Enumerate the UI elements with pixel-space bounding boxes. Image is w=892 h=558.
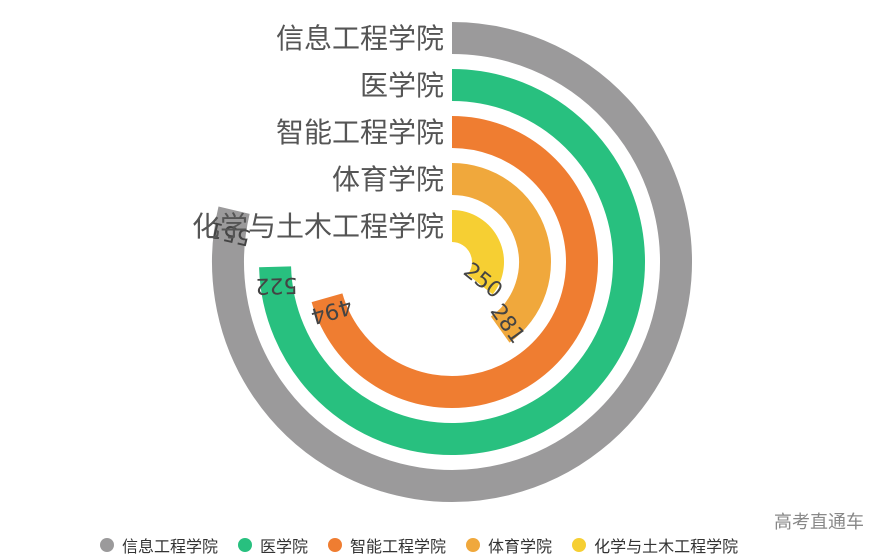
legend-dot-icon <box>572 538 587 552</box>
legend-label: 医学院 <box>260 537 309 556</box>
legend-label: 体育学院 <box>488 537 553 556</box>
category-label: 信息工程学院 <box>276 22 444 55</box>
legend-label: 信息工程学院 <box>122 537 219 556</box>
legend: 信息工程学院 医学院 智能工程学院 体育学院 化学与土木工程学院 <box>100 533 738 557</box>
legend-item[interactable]: 化学与土木工程学院 <box>572 533 738 557</box>
legend-item[interactable]: 医学院 <box>238 533 308 557</box>
bar-2[interactable] <box>259 69 645 455</box>
legend-dot-icon <box>466 538 481 552</box>
legend-dot-icon <box>238 538 253 552</box>
bar-1[interactable] <box>212 22 692 502</box>
legend-label: 化学与土木工程学院 <box>594 537 739 556</box>
category-label: 体育学院 <box>332 163 444 196</box>
watermark: 高考直通车 <box>774 512 864 533</box>
legend-item[interactable]: 智能工程学院 <box>328 533 446 557</box>
category-label: 医学院 <box>360 69 444 102</box>
legend-label: 智能工程学院 <box>350 537 447 556</box>
legend-dot-icon <box>100 538 114 552</box>
legend-item[interactable]: 体育学院 <box>466 533 552 557</box>
bar-5[interactable] <box>451 210 504 295</box>
category-label: 化学与土木工程学院 <box>192 210 444 243</box>
legend-dot-icon <box>328 538 343 552</box>
bar-4[interactable] <box>451 163 551 343</box>
category-label: 智能工程学院 <box>276 116 444 149</box>
legend-item[interactable]: 信息工程学院 <box>100 533 218 557</box>
bar-3[interactable] <box>311 116 598 408</box>
value-label: 522 <box>255 272 298 298</box>
